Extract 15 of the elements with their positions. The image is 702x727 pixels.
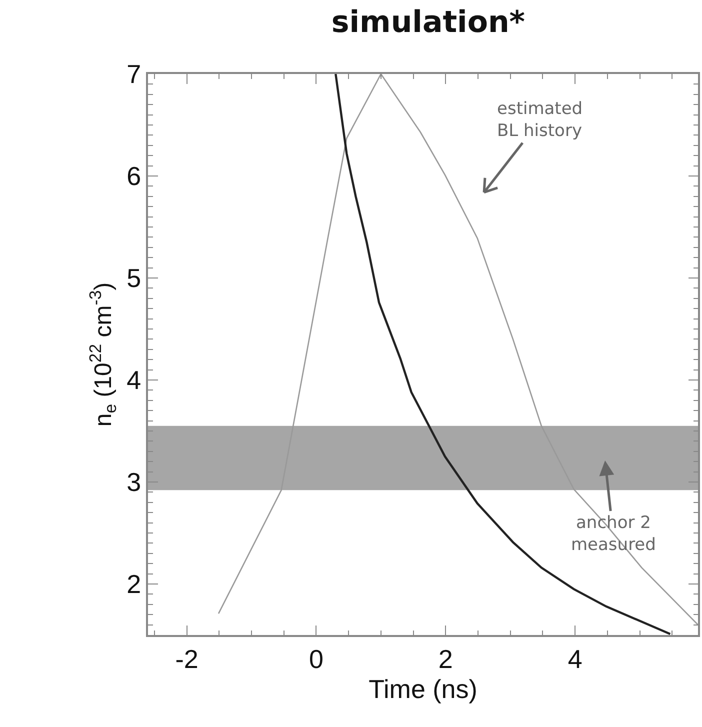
chart-title: simulation* xyxy=(331,4,526,40)
y-tick-label: 2 xyxy=(126,569,142,600)
x-tick-label: 2 xyxy=(438,644,453,674)
y-tick-label: 7 xyxy=(126,59,142,90)
y-tick-label: 4 xyxy=(126,365,142,396)
line-series xyxy=(218,74,698,626)
y-tick-label: 5 xyxy=(126,263,142,294)
annotation: estimated BL history xyxy=(497,99,583,142)
line-series xyxy=(334,74,672,635)
x-axis-title: Time (ns) xyxy=(368,674,478,704)
x-tick-label: 4 xyxy=(568,644,582,674)
y-tick-label: 6 xyxy=(126,161,142,192)
y-tick-label: 3 xyxy=(126,467,142,498)
x-tick-label: 0 xyxy=(309,644,324,674)
x-tick-label: -2 xyxy=(175,644,198,674)
